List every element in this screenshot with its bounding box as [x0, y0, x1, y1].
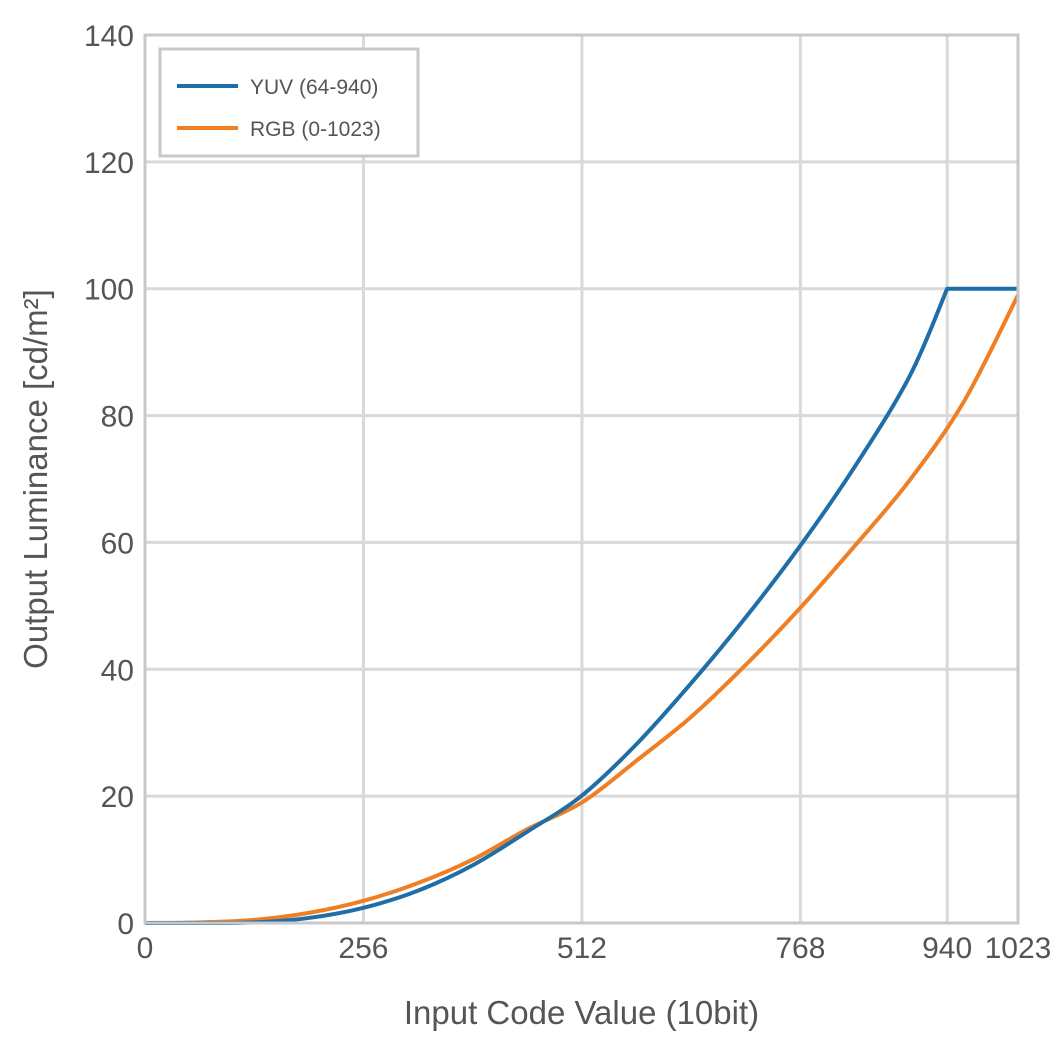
y-tick-label: 120 — [84, 147, 134, 180]
legend: YUV (64-940) RGB (0-1023) — [158, 47, 420, 158]
grid — [143, 33, 1020, 925]
series-line-yuv — [144, 286, 1018, 926]
x-tick-label: 0 — [137, 932, 154, 965]
y-tick-label: 0 — [117, 908, 134, 941]
y-axis-title: Output Luminance [cd/m²] — [17, 289, 54, 669]
plot-frame — [143, 33, 1020, 925]
x-tick-label: 512 — [557, 932, 607, 965]
x-tick-label: 940 — [922, 932, 972, 965]
tick-labels: 0 256 512 768 940 1023 0 20 40 60 80 100 120 140 — [84, 20, 1051, 965]
series-lines — [144, 286, 1020, 926]
y-tick-label: 80 — [101, 401, 134, 434]
y-tick-label: 140 — [84, 20, 134, 53]
x-tick-label: 1023 — [985, 932, 1052, 965]
legend-label-yuv: YUV (64-940) — [250, 76, 378, 99]
y-tick-label: 100 — [84, 274, 134, 307]
y-tick-label: 60 — [101, 527, 134, 560]
y-tick-label: 40 — [101, 654, 134, 687]
legend-label-rgb: RGB (0-1023) — [250, 118, 381, 141]
series-line-rgb — [144, 294, 1020, 925]
x-tick-label: 256 — [338, 932, 388, 965]
x-axis-title: Input Code Value (10bit) — [404, 994, 759, 1031]
legend-box — [158, 47, 420, 158]
y-tick-label: 20 — [101, 781, 134, 814]
x-tick-label: 768 — [775, 932, 825, 965]
